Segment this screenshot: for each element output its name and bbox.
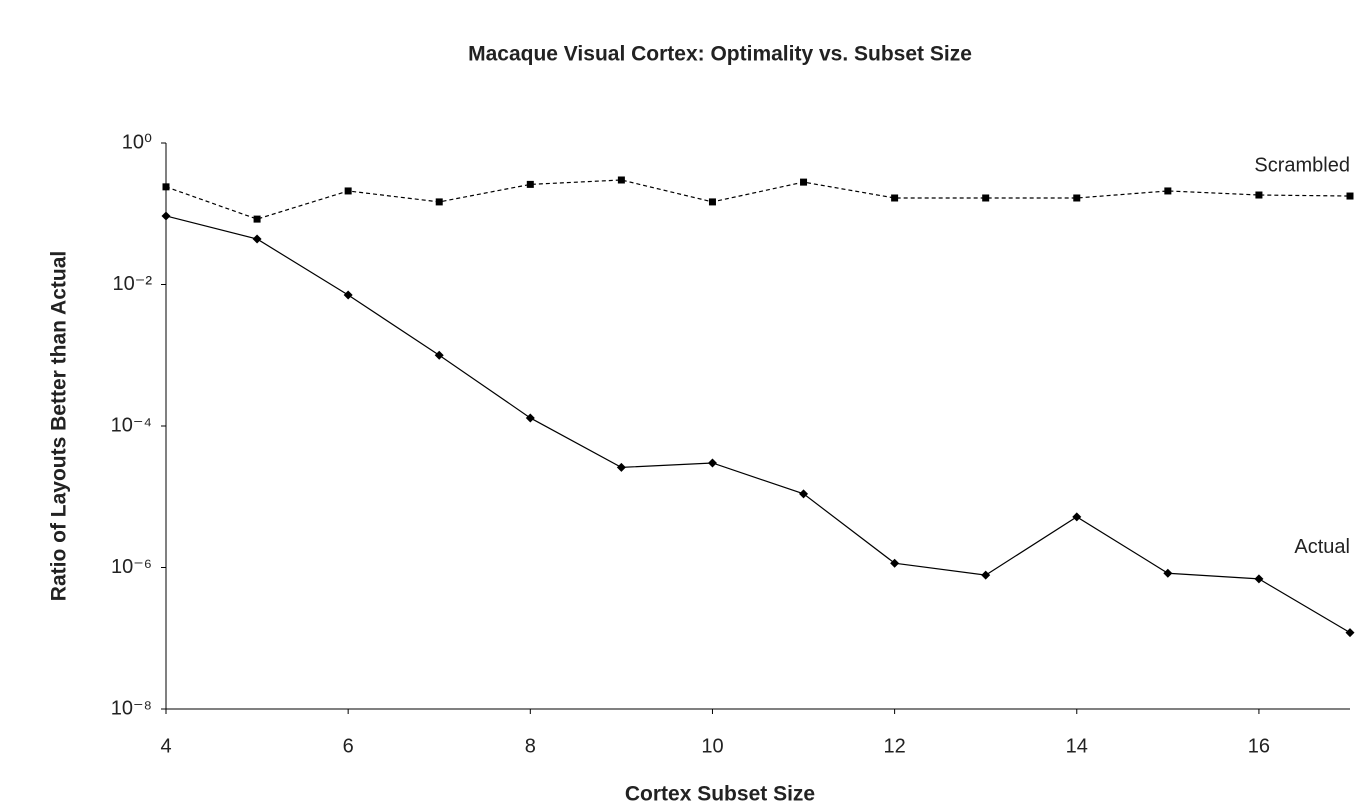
x-axis-label: Cortex Subset Size (625, 783, 815, 806)
series-label: Actual (1294, 536, 1350, 558)
y-tick-label: 10⁻² (113, 273, 153, 295)
series-label: Scrambled (1254, 154, 1350, 176)
marker (616, 462, 626, 472)
x-tick-label: 14 (1066, 735, 1088, 757)
x-tick-label: 4 (160, 735, 171, 757)
marker (891, 194, 899, 202)
marker (252, 234, 262, 244)
marker (1163, 568, 1173, 578)
x-tick-label: 12 (883, 735, 905, 757)
marker (617, 176, 625, 184)
marker (162, 183, 170, 191)
y-tick-label: 10⁻⁶ (111, 556, 152, 578)
marker (253, 215, 261, 223)
y-axis-label: Ratio of Layouts Better than Actual (48, 251, 71, 601)
marker (982, 194, 990, 202)
marker (526, 180, 534, 188)
marker (708, 198, 716, 206)
marker (707, 458, 717, 468)
y-tick-label: 10⁻⁸ (111, 697, 152, 719)
marker (890, 558, 900, 568)
marker (434, 350, 444, 360)
chart-title: Macaque Visual Cortex: Optimality vs. Su… (468, 43, 972, 66)
y-tick-label: 10⁻⁴ (111, 414, 152, 436)
marker (161, 211, 171, 221)
marker (525, 413, 535, 423)
x-tick-label: 10 (701, 735, 723, 757)
x-tick-label: 8 (525, 735, 536, 757)
marker (343, 290, 353, 300)
marker (1345, 628, 1355, 638)
x-tick-label: 6 (343, 735, 354, 757)
series-line (165, 215, 1351, 634)
marker (1072, 512, 1082, 522)
marker (1346, 192, 1354, 200)
marker (981, 570, 991, 580)
marker (799, 489, 809, 499)
marker (1254, 574, 1264, 584)
y-tick-label: 10⁰ (122, 131, 152, 153)
marker (800, 178, 808, 186)
marker (344, 187, 352, 195)
x-tick-label: 16 (1248, 735, 1270, 757)
marker (1164, 187, 1172, 195)
marker (1073, 194, 1081, 202)
marker (1255, 191, 1263, 199)
marker (435, 198, 443, 206)
